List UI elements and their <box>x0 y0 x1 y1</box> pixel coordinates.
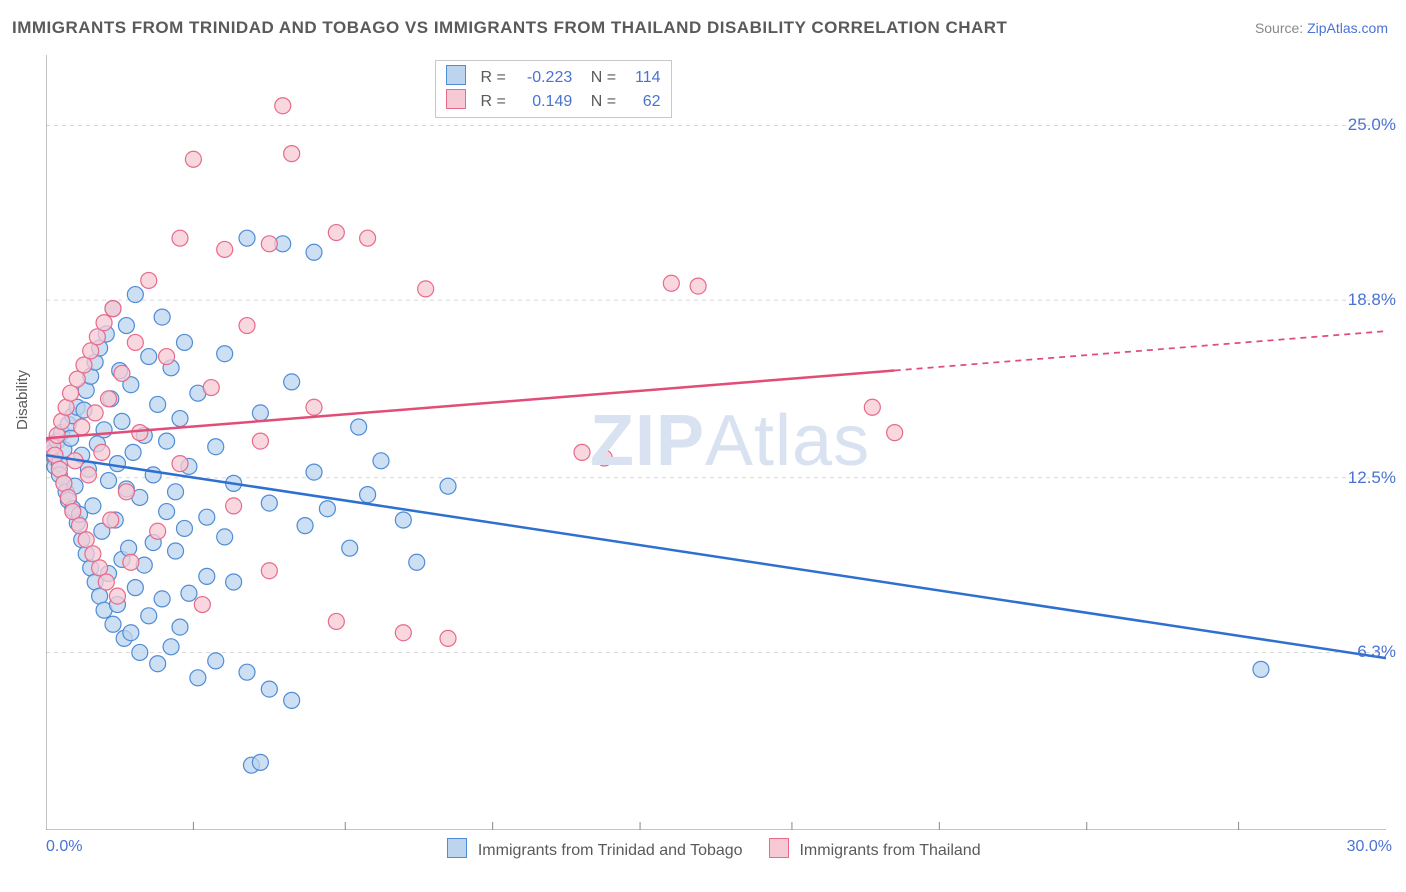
chart-area <box>46 55 1386 830</box>
legend-row-th: R = 0.149 N = 62 <box>446 89 661 113</box>
source-link[interactable]: ZipAtlas.com <box>1307 20 1388 36</box>
source-prefix: Source: <box>1255 20 1307 36</box>
y-tick-label: 25.0% <box>1348 115 1396 135</box>
legend-r-value-tt: -0.223 <box>510 69 572 87</box>
legend-n-value-th: 62 <box>621 93 661 111</box>
y-tick-label: 6.3% <box>1357 642 1396 662</box>
series-name-tt: Immigrants from Trinidad and Tobago <box>478 842 743 859</box>
correlation-legend: R = -0.223 N = 114 R = 0.149 N = 62 <box>435 60 672 118</box>
legend-swatch-tt-bottom <box>447 838 467 858</box>
y-tick-label: 12.5% <box>1348 468 1396 488</box>
legend-r-label: R = <box>480 69 505 86</box>
series-name-th: Immigrants from Thailand <box>799 842 980 859</box>
legend-n-value-tt: 114 <box>621 69 661 87</box>
y-tick-label: 18.8% <box>1348 290 1396 310</box>
legend-swatch-tt <box>446 65 466 85</box>
legend-swatch-th <box>446 89 466 109</box>
legend-row-tt: R = -0.223 N = 114 <box>446 65 661 89</box>
y-axis-label: Disability <box>14 370 31 430</box>
series-legend: Immigrants from Trinidad and Tobago Immi… <box>0 838 1406 860</box>
legend-swatch-th-bottom <box>769 838 789 858</box>
legend-r-label: R = <box>480 93 505 110</box>
legend-n-label: N = <box>591 69 616 86</box>
chart-title: IMMIGRANTS FROM TRINIDAD AND TOBAGO VS I… <box>12 18 1007 38</box>
source-attribution: Source: ZipAtlas.com <box>1255 20 1388 36</box>
legend-r-value-th: 0.149 <box>510 93 572 111</box>
scatter-chart-svg <box>46 55 1386 830</box>
legend-n-label: N = <box>591 93 616 110</box>
